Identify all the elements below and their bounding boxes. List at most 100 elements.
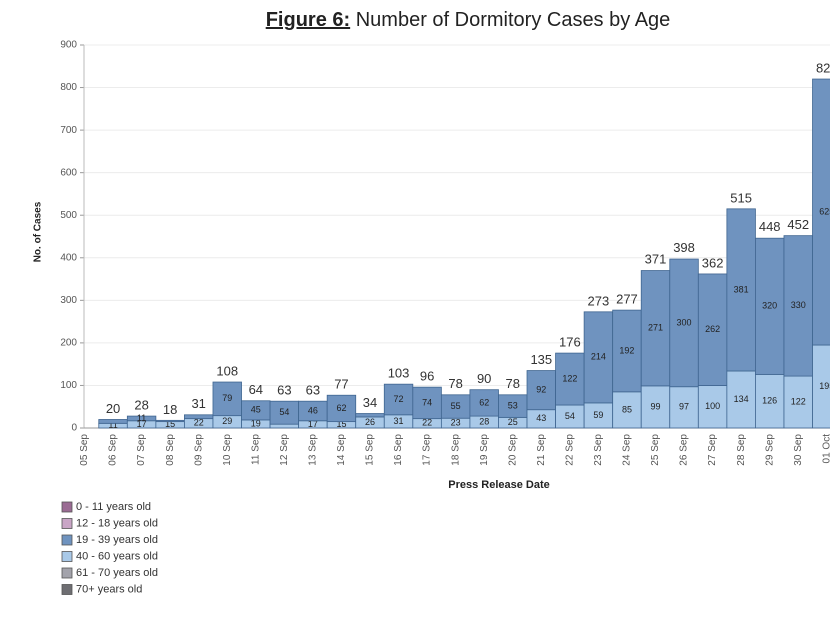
x-tick-label: 17 Sep — [422, 434, 433, 466]
bar-segment — [326, 394, 357, 423]
segment-label: 126 — [762, 396, 777, 406]
bar-segment — [726, 208, 756, 372]
segment-label: 79 — [222, 393, 232, 403]
segment-label: 54 — [565, 411, 575, 421]
segment-label: 192 — [619, 345, 634, 355]
segment-label: 53 — [508, 400, 518, 410]
bar-segment — [755, 237, 785, 375]
x-tick-label: 22 Sep — [564, 434, 575, 466]
total-label: 515 — [730, 190, 752, 205]
x-tick-label: 25 Sep — [650, 434, 661, 466]
x-tick-label: 27 Sep — [707, 434, 718, 466]
segment-label: 62 — [336, 403, 346, 413]
x-axis-label: Press Release Date — [448, 479, 550, 491]
chart-title: Figure 6: Number of Dormitory Cases by A… — [266, 9, 671, 31]
total-label: 108 — [216, 363, 238, 378]
total-label: 63 — [306, 383, 320, 398]
segment-label: 262 — [705, 324, 720, 334]
segment-label: 92 — [536, 385, 546, 395]
bar-segment — [697, 385, 728, 429]
y-tick-label: 100 — [60, 380, 77, 391]
x-tick-label: 08 Sep — [165, 434, 176, 466]
segment-label: 214 — [591, 352, 606, 362]
y-tick-label: 900 — [60, 40, 77, 51]
segment-label: 17 — [137, 419, 147, 429]
total-label: 452 — [787, 217, 809, 232]
segment-label: 97 — [679, 402, 689, 412]
bar-segment — [669, 258, 699, 388]
total-label: 31 — [191, 396, 205, 411]
segment-label: 11 — [108, 420, 117, 430]
x-tick-label: 20 Sep — [507, 434, 518, 466]
x-tick-label: 06 Sep — [108, 434, 119, 466]
segment-label: 43 — [536, 413, 546, 423]
bar-segment — [155, 419, 185, 423]
bar-segment — [412, 386, 442, 420]
legend-swatch — [61, 501, 73, 513]
segment-label: 100 — [705, 401, 720, 411]
total-label: 398 — [673, 240, 695, 255]
x-tick-label: 18 Sep — [450, 434, 461, 466]
total-label: 64 — [249, 382, 263, 397]
total-label: 34 — [363, 395, 377, 410]
total-label: 103 — [388, 366, 410, 381]
legend-swatch — [61, 551, 73, 562]
bar-segment — [783, 375, 813, 429]
total-label: 820 — [816, 60, 830, 75]
segment-label: 15 — [165, 419, 175, 429]
segment-label: 45 — [251, 405, 261, 415]
total-label: 77 — [334, 377, 348, 392]
total-label: 273 — [588, 293, 610, 308]
bar-segment — [126, 415, 157, 422]
legend-label: 61 - 70 years old — [76, 567, 158, 579]
x-tick-label: 30 Sep — [793, 434, 804, 466]
total-label: 135 — [530, 352, 552, 367]
x-tick-label: 07 Sep — [136, 434, 147, 466]
segment-label: 320 — [762, 301, 777, 311]
segment-label: 134 — [734, 394, 749, 404]
segment-label: 99 — [650, 401, 660, 411]
bar-segment — [212, 381, 242, 417]
bar-segment — [697, 273, 728, 386]
x-tick-label: 21 Sep — [536, 434, 547, 466]
x-tick-label: 19 Sep — [479, 434, 490, 466]
x-tick-label: 29 Sep — [764, 434, 775, 466]
x-tick-label: 26 Sep — [679, 434, 690, 466]
segment-label: 300 — [677, 317, 692, 327]
legend-swatch — [61, 534, 73, 546]
segment-label: 28 — [479, 416, 489, 426]
segment-label: 625 — [819, 206, 830, 216]
segment-label: 22 — [422, 418, 432, 428]
total-label: 90 — [477, 371, 491, 386]
y-tick-label: 0 — [71, 423, 77, 434]
x-tick-label: 14 Sep — [336, 434, 347, 466]
segment-label: 15 — [336, 419, 346, 429]
bar-segment — [555, 352, 585, 406]
total-label: 371 — [645, 252, 667, 267]
segment-label: 19 — [251, 418, 261, 428]
bar-segment — [812, 78, 830, 346]
y-tick-label: 700 — [60, 125, 77, 136]
segment-label: 62 — [479, 397, 489, 407]
y-tick-label: 200 — [60, 338, 77, 349]
y-tick-label: 300 — [60, 295, 77, 306]
x-tick-label: 13 Sep — [308, 434, 319, 466]
x-tick-label: 09 Sep — [193, 434, 204, 466]
total-label: 78 — [506, 376, 520, 391]
total-label: 277 — [616, 292, 638, 307]
x-tick-label: 01 Oct — [821, 434, 830, 464]
y-tick-label: 600 — [60, 167, 77, 178]
total-label: 18 — [163, 402, 177, 417]
segment-label: 122 — [562, 373, 577, 383]
segment-label: 31 — [394, 416, 404, 426]
segment-label: 17 — [308, 419, 318, 429]
x-tick-label: 12 Sep — [279, 434, 290, 466]
total-label: 362 — [702, 255, 724, 270]
title-prefix: Figure 6: — [266, 9, 350, 31]
x-tick-label: 11 Sep — [250, 434, 261, 465]
bar-segment — [383, 383, 414, 416]
segment-label: 29 — [222, 416, 232, 426]
legend-label: 19 - 39 years old — [76, 534, 158, 546]
